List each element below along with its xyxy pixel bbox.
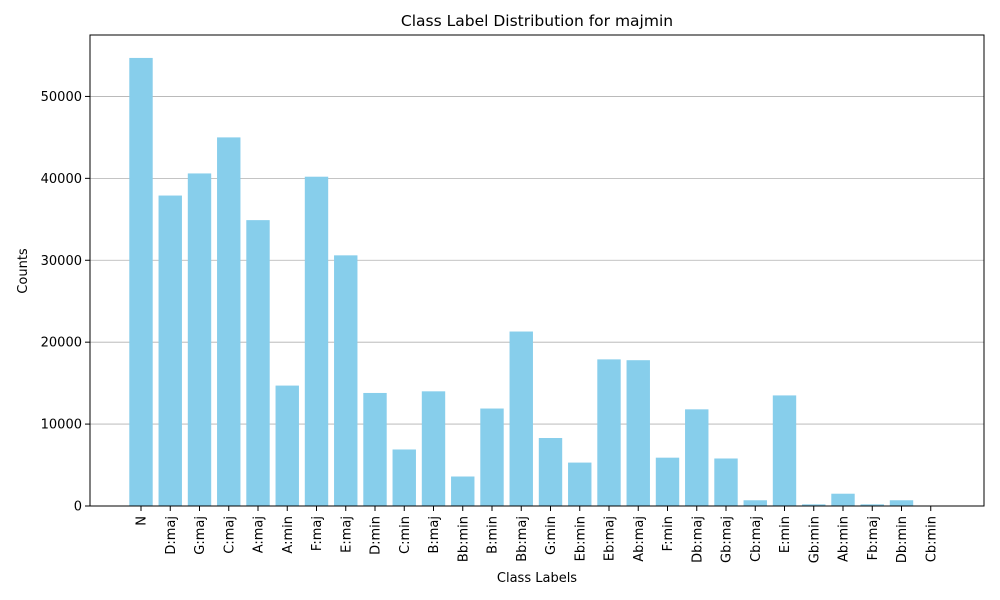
- x-tick-label: Gb:maj: [720, 516, 735, 563]
- x-tick-label: Eb:min: [573, 516, 588, 561]
- y-axis-label: Counts: [16, 248, 31, 294]
- x-tick-label: C:maj: [222, 516, 237, 554]
- bar-bb-maj: [509, 331, 533, 506]
- x-tick-label: G:min: [544, 516, 559, 555]
- x-tick-label: Bb:maj: [515, 516, 530, 562]
- x-tick-label: B:maj: [427, 516, 442, 554]
- bar-f-min: [655, 457, 680, 506]
- x-tick-label: Db:maj: [690, 516, 705, 563]
- x-tick-label: B:min: [486, 516, 501, 554]
- x-tick-label: Cb:min: [924, 516, 939, 562]
- x-axis-label: Class Labels: [497, 571, 577, 586]
- plot-frame: [89, 34, 985, 507]
- bar-f-maj: [304, 176, 329, 506]
- bar-c-min: [392, 449, 416, 506]
- x-tick-label: A:maj: [252, 516, 267, 553]
- bar-db-min: [889, 500, 914, 506]
- bar-ab-maj: [626, 360, 650, 506]
- x-tick-label: Db:min: [895, 516, 910, 563]
- x-tick-label: Ab:min: [837, 516, 852, 562]
- bar-g-min: [538, 438, 563, 506]
- bar-eb-maj: [597, 359, 621, 506]
- x-tick-label: A:min: [281, 516, 296, 554]
- y-tick-label: 0: [74, 500, 82, 515]
- bar-db-maj: [685, 409, 709, 506]
- y-axis-ticks: 0 10000 20000 30000 40000 50000: [41, 90, 90, 515]
- x-tick-label: D:min: [369, 516, 384, 555]
- bar-a-maj: [246, 220, 270, 506]
- x-tick-label: Bb:min: [456, 516, 471, 562]
- x-axis-ticks: N D:maj G:maj C:maj A:maj A:min F:maj E:maj D:mi…: [135, 506, 939, 563]
- x-tick-label: Gb:min: [807, 516, 822, 563]
- bar-gb-min: [802, 504, 826, 506]
- bar-eb-min: [568, 462, 592, 506]
- x-tick-label: Fb:maj: [866, 516, 881, 560]
- x-tick-label: Eb:maj: [603, 516, 618, 561]
- y-tick-label: 30000: [41, 254, 82, 269]
- x-tick-label: N: [135, 516, 150, 526]
- x-tick-label: F:min: [661, 516, 676, 551]
- bar-b-maj: [421, 391, 446, 506]
- bar-e-min: [772, 395, 797, 506]
- y-tick-label: 20000: [41, 336, 82, 351]
- x-tick-label: D:maj: [164, 516, 179, 555]
- bar-a-min: [275, 385, 299, 506]
- y-tick-label: 40000: [41, 172, 82, 187]
- bar-ab-min: [831, 493, 855, 506]
- x-tick-label: C:min: [398, 516, 413, 554]
- x-tick-label: Cb:maj: [749, 516, 764, 562]
- bar-d-maj: [158, 195, 182, 506]
- bar-b-min: [480, 408, 504, 506]
- y-tick-label: 10000: [41, 418, 82, 433]
- bar-fb-maj: [860, 504, 884, 506]
- bars: [129, 57, 943, 507]
- y-tick-label: 50000: [41, 90, 82, 105]
- chart-title: Class Label Distribution for majmin: [401, 12, 673, 30]
- x-tick-label: G:maj: [193, 516, 208, 555]
- bar-n: [129, 57, 153, 506]
- bar-cb-maj: [743, 500, 767, 506]
- bar-e-maj: [334, 255, 358, 506]
- bar-c-maj: [217, 137, 241, 507]
- bar-gb-maj: [714, 458, 738, 506]
- bar-g-maj: [187, 173, 212, 506]
- bar-bb-min: [451, 476, 475, 506]
- x-tick-label: Ab:maj: [632, 516, 647, 562]
- x-tick-label: F:maj: [310, 516, 325, 551]
- x-tick-label: E:min: [778, 516, 793, 553]
- x-tick-label: E:maj: [339, 516, 354, 553]
- bar-d-min: [363, 392, 387, 506]
